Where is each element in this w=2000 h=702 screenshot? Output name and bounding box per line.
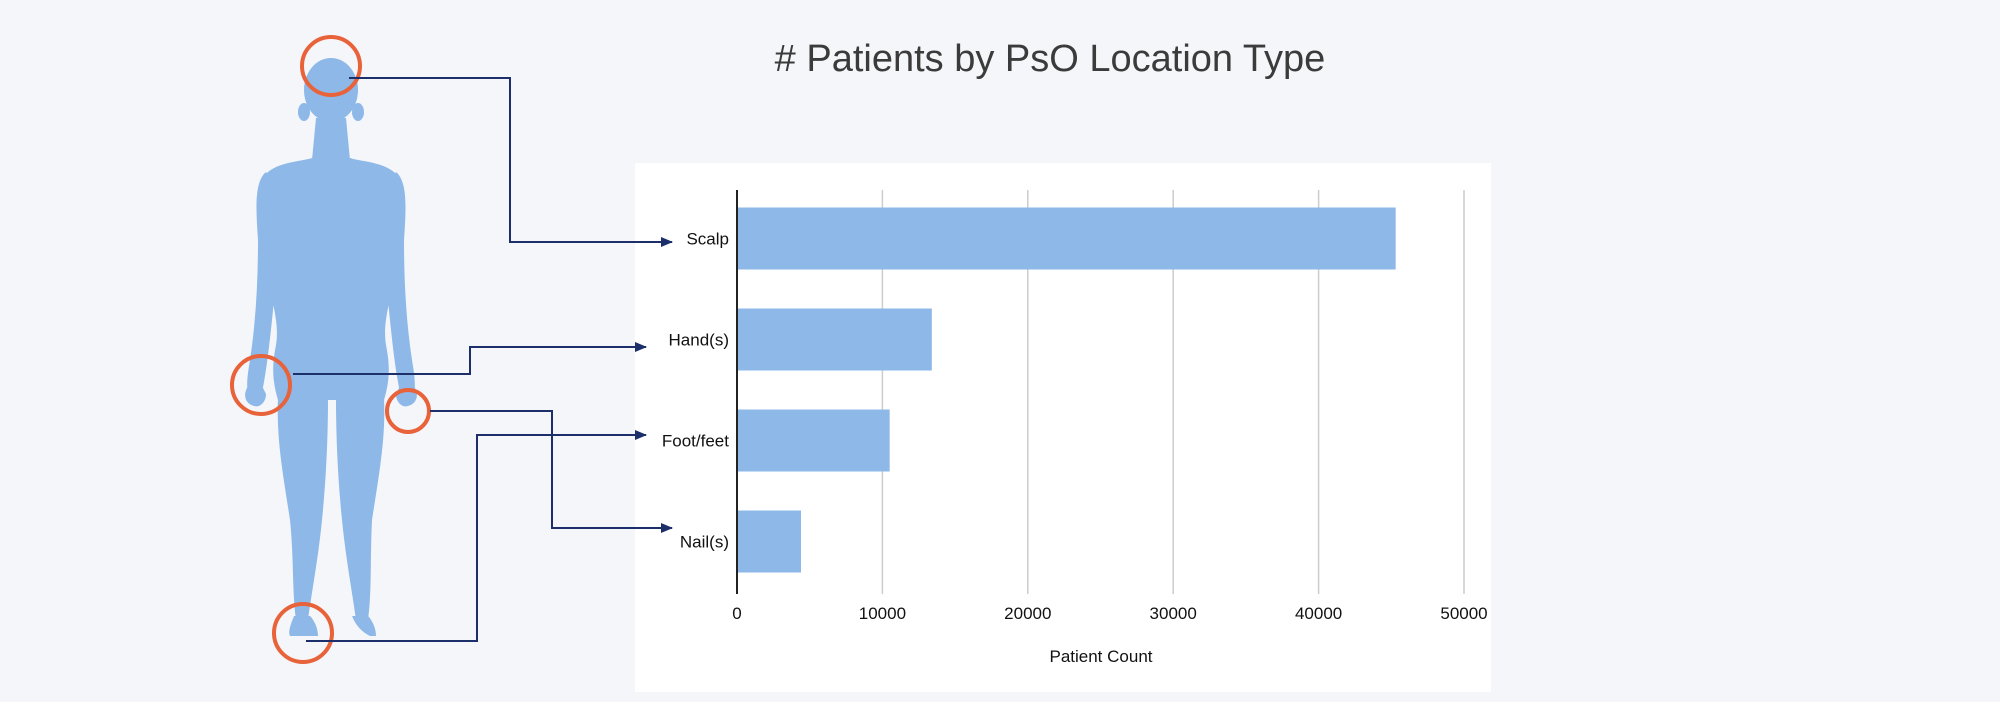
category-labels: Scalp Hand(s) Foot/feet Nail(s): [662, 230, 729, 552]
x-axis-label: Patient Count: [1049, 647, 1152, 666]
bar-hand-s: [737, 308, 932, 371]
bar-foot-feet: [737, 409, 890, 472]
foot-connector: [306, 430, 647, 642]
connector-lines: [293, 77, 673, 642]
category-label: Foot/feet: [662, 432, 729, 451]
x-tick-label: 40000: [1295, 604, 1342, 623]
bar-scalp: [737, 207, 1396, 270]
bars: [737, 207, 1396, 573]
bar-nail-s: [737, 510, 801, 573]
human-silhouette-icon: [245, 58, 417, 636]
bar-chart: Scalp Hand(s) Foot/feet Nail(s) 0 10000 20000…: [662, 190, 1488, 666]
hands-connector: [293, 342, 647, 375]
x-tick-label: 0: [732, 604, 741, 623]
x-tick-labels: 0 10000 20000 30000 40000 50000: [732, 604, 1487, 623]
foot-highlight-circle: [272, 602, 334, 664]
x-tick-label: 50000: [1440, 604, 1487, 623]
right-hand-highlight-circle: [385, 388, 431, 434]
highlight-circles: [230, 35, 431, 664]
nails-connector: [430, 410, 673, 533]
left-hand-highlight-circle: [230, 354, 292, 416]
category-label: Scalp: [686, 230, 729, 249]
head-highlight-circle: [300, 35, 362, 97]
x-tick-label: 10000: [859, 604, 906, 623]
category-label: Nail(s): [680, 533, 729, 552]
x-tick-label: 30000: [1150, 604, 1197, 623]
category-label: Hand(s): [669, 331, 729, 350]
scalp-connector: [349, 77, 673, 247]
chart-title: # Patients by PsO Location Type: [774, 38, 1326, 80]
x-tick-label: 20000: [1004, 604, 1051, 623]
